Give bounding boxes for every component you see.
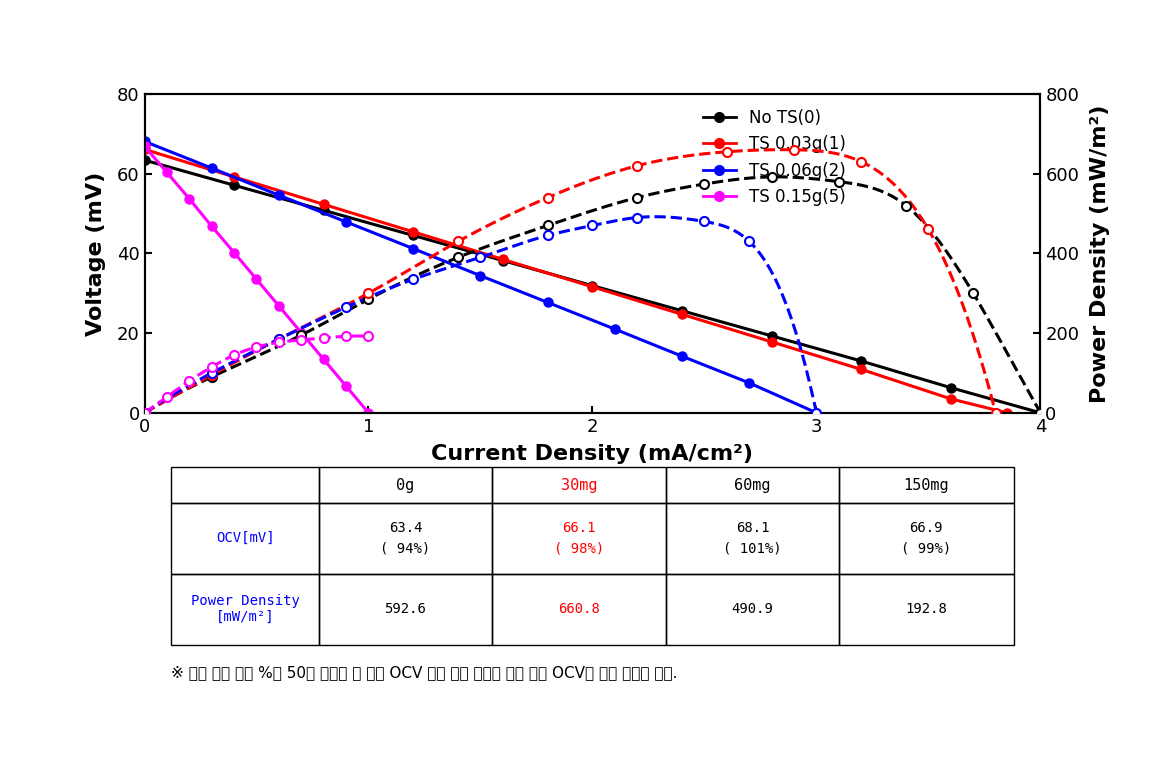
Bar <box>666 574 839 644</box>
Bar <box>319 503 492 574</box>
Text: 66.9: 66.9 <box>910 521 943 535</box>
Text: ( 94%): ( 94%) <box>380 542 431 556</box>
Text: ( 98%): ( 98%) <box>554 542 605 556</box>
Text: 0g: 0g <box>397 478 415 493</box>
Bar <box>171 574 319 644</box>
Text: Power Density
[mW/m²]: Power Density [mW/m²] <box>191 594 299 624</box>
Bar <box>171 503 319 574</box>
Bar <box>492 503 666 574</box>
Text: ( 99%): ( 99%) <box>902 542 951 556</box>
Bar <box>666 503 839 574</box>
Bar <box>171 467 319 503</box>
Y-axis label: Power Density (mW/m²): Power Density (mW/m²) <box>1090 104 1111 402</box>
Text: 150mg: 150mg <box>904 478 949 493</box>
Bar <box>492 467 666 503</box>
Bar <box>839 503 1014 574</box>
Bar <box>666 467 839 503</box>
Bar <box>839 467 1014 503</box>
Bar <box>492 574 666 644</box>
Text: ( 101%): ( 101%) <box>724 542 781 556</box>
Text: 66.1: 66.1 <box>562 521 595 535</box>
Text: 592.6: 592.6 <box>385 602 427 616</box>
Text: 660.8: 660.8 <box>558 602 600 616</box>
X-axis label: Current Density (mA/cm²): Current Density (mA/cm²) <box>431 444 754 464</box>
Text: 60mg: 60mg <box>734 478 771 493</box>
Text: 63.4: 63.4 <box>388 521 422 535</box>
Legend: No TS(0), TS 0.03g(1), TS 0.06g(2), TS 0.15g(5): No TS(0), TS 0.03g(1), TS 0.06g(2), TS 0… <box>696 103 853 213</box>
Text: ※ 괄호 안에 있는 %는 50도 온도차 일 때의 OCV 대비 온도 구배에 따른 실제 OCV의 비를 나타낸 것임.: ※ 괄호 안에 있는 %는 50도 온도차 일 때의 OCV 대비 온도 구배에… <box>171 666 677 680</box>
Text: 192.8: 192.8 <box>905 602 947 616</box>
Text: 30mg: 30mg <box>561 478 598 493</box>
Bar <box>319 574 492 644</box>
Text: OCV[mV]: OCV[mV] <box>216 531 274 545</box>
Text: 68.1: 68.1 <box>735 521 769 535</box>
Y-axis label: Voltage (mV): Voltage (mV) <box>86 171 106 335</box>
Text: 490.9: 490.9 <box>732 602 773 616</box>
Bar <box>319 467 492 503</box>
Bar <box>839 574 1014 644</box>
